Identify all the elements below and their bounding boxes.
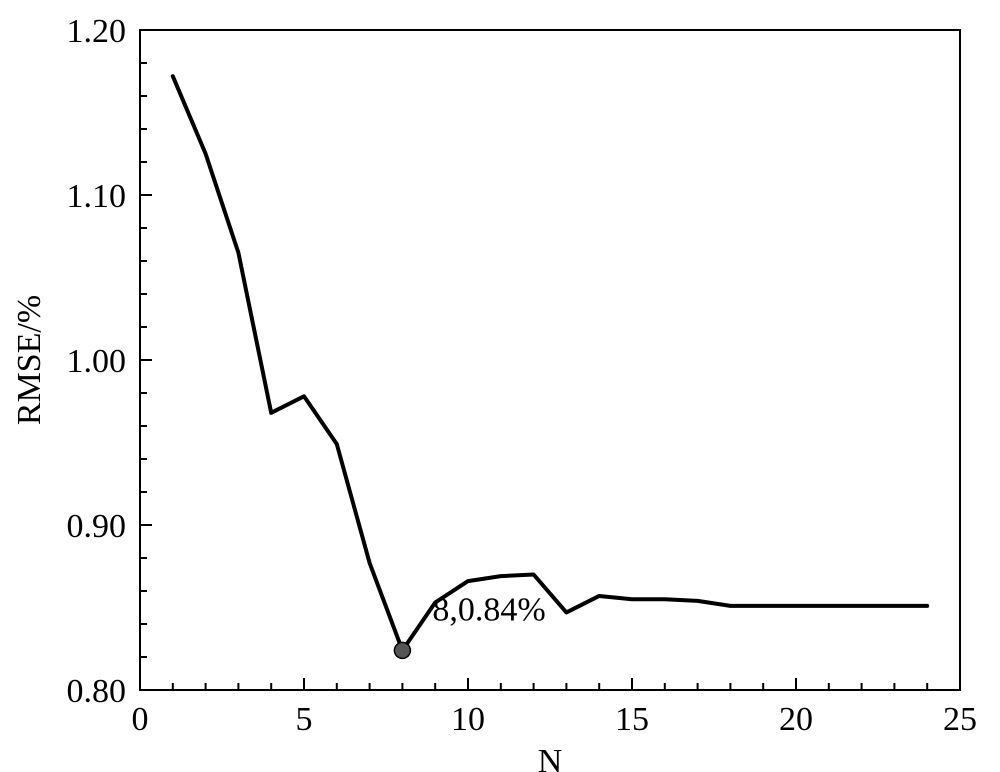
y-tick-label: 0.90 [67, 508, 127, 545]
y-tick-label: 1.00 [67, 343, 127, 380]
y-tick-label: 1.10 [67, 178, 127, 215]
min-point-label: 8,0.84% [432, 591, 545, 628]
x-tick-label: 25 [943, 701, 977, 738]
y-tick-label: 0.80 [67, 673, 127, 710]
y-tick-label: 1.20 [67, 13, 127, 50]
x-tick-label: 15 [615, 701, 649, 738]
x-axis-label: N [538, 743, 563, 772]
y-axis-label: RMSE/% [11, 295, 48, 425]
x-tick-label: 10 [451, 701, 485, 738]
chart-svg: 0 5 10 15 20 25 0.80 0.90 1.00 1.10 1.20 N RMSE/% 8,0… [0, 0, 1000, 772]
min-point-marker [394, 642, 410, 658]
x-tick-label: 5 [296, 701, 313, 738]
rmse-line-chart: 0 5 10 15 20 25 0.80 0.90 1.00 1.10 1.20 N RMSE/% 8,0… [0, 0, 1000, 772]
x-tick-label: 20 [779, 701, 813, 738]
x-tick-label: 0 [132, 701, 149, 738]
